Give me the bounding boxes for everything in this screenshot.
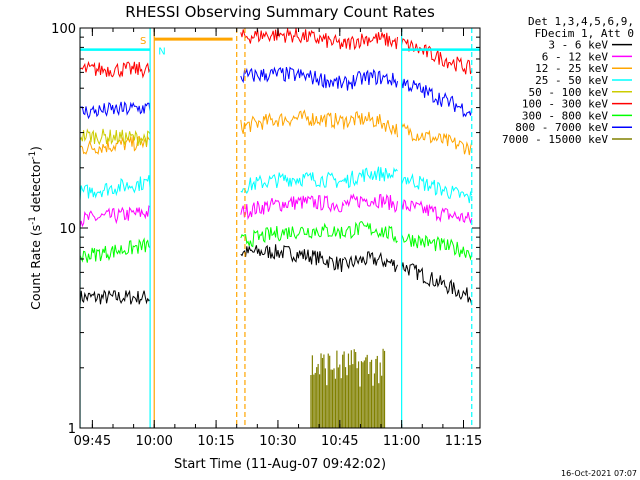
legend-entry-label: 7000 - 15000 keV <box>502 133 608 146</box>
series-line-6-3 <box>401 233 473 261</box>
plot-area: SN <box>80 28 480 428</box>
annotation-N: N <box>158 47 165 58</box>
series-line-2-3 <box>401 123 473 156</box>
series-line-2-0 <box>80 135 151 155</box>
series-line-3-2 <box>343 166 398 189</box>
legend-entry-label: 100 - 300 keV <box>522 98 608 111</box>
legend-entry-label: 12 - 25 keV <box>535 62 608 75</box>
x-axis-label: Start Time (11-Aug-07 09:42:02) <box>174 457 386 472</box>
series-line-5-2 <box>343 32 398 51</box>
x-tick-label: 11:00 <box>383 434 420 449</box>
series-line-7-1 <box>240 66 345 89</box>
series-line-1-1 <box>240 195 345 221</box>
legend-entry-label: 300 - 800 keV <box>522 109 608 122</box>
legend-header-line: FDecim 1, Att 0 <box>535 27 634 40</box>
legend-entry-label: 3 - 6 keV <box>548 39 608 52</box>
y-tick-label: 10 <box>59 222 76 237</box>
chart-title: RHESSI Observing Summary Count Rates <box>125 3 435 21</box>
series-line-4-0 <box>80 128 151 147</box>
series-line-3-3 <box>401 173 473 204</box>
axes: 09:45 10:00 10:15 10:30 10:45 11:00 11:15 1 10 10… <box>51 22 482 449</box>
y-axis-label: Count Rate (s-1 detector-1) <box>28 146 43 310</box>
series-line-3-1 <box>240 171 345 195</box>
series-line-2-1 <box>240 109 345 134</box>
series-line-0-0 <box>80 289 151 306</box>
series-line-6-1 <box>240 222 345 248</box>
series-line-1-0 <box>80 205 151 228</box>
legend-entry-label: 50 - 100 keV <box>529 86 609 99</box>
series-line-2-2 <box>343 110 398 138</box>
x-tick-label: 10:30 <box>259 434 296 449</box>
series-line-5-0 <box>80 60 151 79</box>
legend-header-line: Det 1,3,4,5,6,9, <box>528 15 634 28</box>
series-line-5-3 <box>401 38 473 75</box>
annotation-S: S <box>140 36 146 47</box>
x-tick-label: 11:15 <box>445 434 482 449</box>
series-line-3-0 <box>80 175 151 201</box>
x-tick-label: 10:45 <box>321 434 358 449</box>
x-tick-label: 10:15 <box>197 434 234 449</box>
x-tick-label: 09:45 <box>74 434 111 449</box>
legend: Det 1,3,4,5,6,9,FDecim 1, Att 03 - 6 keV… <box>502 15 634 146</box>
series-line-7-3 <box>401 78 473 118</box>
footer-timestamp: 16-Oct-2021 07:07 <box>561 469 637 478</box>
legend-entry-label: 800 - 7000 keV <box>515 121 608 134</box>
series-line-6-2 <box>343 221 398 244</box>
series-line-0-3 <box>401 262 473 306</box>
series-line-0-2 <box>343 251 398 273</box>
series-line-0-1 <box>240 244 345 272</box>
legend-entry-label: 6 - 12 keV <box>542 50 609 63</box>
series-line-6-0 <box>80 237 151 263</box>
y-tick-label: 100 <box>51 22 76 37</box>
y-tick-label: 1 <box>68 422 76 437</box>
series-line-7-0 <box>80 101 151 120</box>
series-line-7-2 <box>343 68 398 91</box>
x-tick-label: 10:00 <box>135 434 172 449</box>
legend-entry-label: 25 - 50 keV <box>535 74 608 87</box>
series-line-5-1 <box>240 28 345 50</box>
series-line-1-2 <box>343 193 398 214</box>
series-line-1-3 <box>401 199 473 225</box>
